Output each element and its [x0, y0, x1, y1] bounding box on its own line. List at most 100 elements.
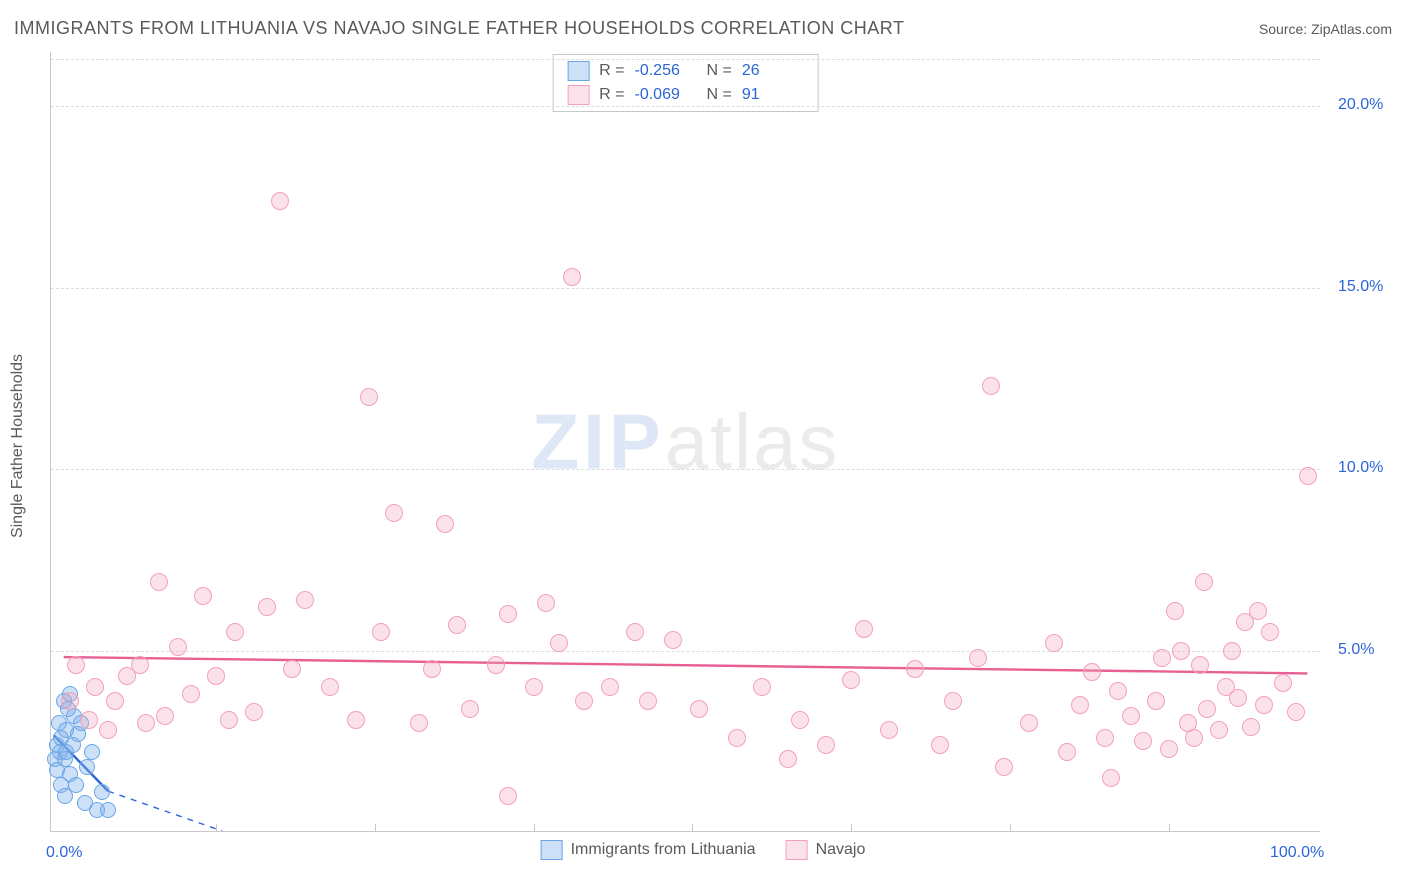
point-navajo	[1096, 729, 1114, 747]
gridline-v	[375, 824, 376, 832]
plot-area: ZIPatlas R = -0.256N = 26R = -0.069N = 9…	[50, 52, 1320, 832]
point-navajo	[906, 660, 924, 678]
legend-swatch-icon	[567, 85, 589, 105]
y-tick-label: 10.0%	[1338, 459, 1383, 477]
point-navajo	[360, 388, 378, 406]
x-tick-label: 0.0%	[46, 844, 82, 862]
gridline-h	[51, 288, 1320, 289]
point-navajo	[194, 587, 212, 605]
point-navajo	[423, 660, 441, 678]
trendline-navajo	[64, 657, 1308, 673]
point-navajo	[1223, 642, 1241, 660]
point-navajo	[969, 649, 987, 667]
point-navajo	[1071, 696, 1089, 714]
point-navajo	[1261, 623, 1279, 641]
legend-series: Immigrants from Lithuania Navajo	[541, 840, 866, 860]
source-attribution: Source: ZipAtlas.com	[1259, 21, 1392, 37]
watermark: ZIPatlas	[531, 396, 839, 487]
gridline-h	[51, 469, 1320, 470]
point-navajo	[817, 736, 835, 754]
point-navajo	[271, 192, 289, 210]
point-navajo	[1160, 740, 1178, 758]
point-navajo	[1299, 467, 1317, 485]
point-navajo	[226, 623, 244, 641]
point-navajo	[563, 268, 581, 286]
point-navajo	[1109, 682, 1127, 700]
point-navajo	[156, 707, 174, 725]
point-navajo	[150, 573, 168, 591]
gridline-h	[51, 106, 1320, 107]
point-navajo	[1166, 602, 1184, 620]
point-navajo	[664, 631, 682, 649]
point-navajo	[537, 594, 555, 612]
point-navajo	[842, 671, 860, 689]
point-navajo	[791, 711, 809, 729]
point-navajo	[207, 667, 225, 685]
trendline-projection	[108, 791, 222, 831]
point-navajo	[499, 605, 517, 623]
point-navajo	[296, 591, 314, 609]
point-navajo	[169, 638, 187, 656]
point-navajo	[931, 736, 949, 754]
legend-swatch-icon	[786, 840, 808, 860]
point-navajo	[385, 504, 403, 522]
point-navajo	[1172, 642, 1190, 660]
gridline-v	[534, 824, 535, 832]
legend-stats-lithuania: R = -0.256N = 26	[567, 59, 804, 83]
point-lithuania	[94, 784, 110, 800]
point-navajo	[99, 721, 117, 739]
point-navajo	[728, 729, 746, 747]
legend-swatch-icon	[541, 840, 563, 860]
point-navajo	[220, 711, 238, 729]
point-lithuania	[68, 777, 84, 793]
chart-title: IMMIGRANTS FROM LITHUANIA VS NAVAJO SING…	[14, 18, 904, 39]
point-navajo	[626, 623, 644, 641]
legend-n-value: 26	[742, 59, 804, 83]
point-navajo	[639, 692, 657, 710]
point-navajo	[448, 616, 466, 634]
point-navajo	[106, 692, 124, 710]
point-navajo	[855, 620, 873, 638]
y-tick-label: 5.0%	[1338, 641, 1374, 659]
legend-stats: R = -0.256N = 26R = -0.069N = 91	[552, 54, 819, 112]
point-navajo	[86, 678, 104, 696]
point-navajo	[1287, 703, 1305, 721]
y-axis-label: Single Father Households	[9, 354, 27, 538]
header: IMMIGRANTS FROM LITHUANIA VS NAVAJO SING…	[14, 18, 1392, 39]
point-navajo	[1147, 692, 1165, 710]
point-navajo	[1102, 769, 1120, 787]
legend-r-label: R =	[599, 83, 624, 107]
point-navajo	[499, 787, 517, 805]
point-navajo	[1255, 696, 1273, 714]
legend-n-label: N =	[707, 59, 732, 83]
point-lithuania	[79, 759, 95, 775]
point-navajo	[372, 623, 390, 641]
legend-item-navajo: Navajo	[786, 840, 866, 860]
point-navajo	[1191, 656, 1209, 674]
point-navajo	[1134, 732, 1152, 750]
y-tick-label: 15.0%	[1338, 278, 1383, 296]
legend-item-lithuania: Immigrants from Lithuania	[541, 840, 756, 860]
point-navajo	[1153, 649, 1171, 667]
point-navajo	[61, 692, 79, 710]
point-navajo	[1249, 602, 1267, 620]
point-navajo	[137, 714, 155, 732]
point-navajo	[283, 660, 301, 678]
point-navajo	[995, 758, 1013, 776]
point-navajo	[182, 685, 200, 703]
gridline-h	[51, 59, 1320, 60]
point-navajo	[525, 678, 543, 696]
point-navajo	[1020, 714, 1038, 732]
watermark-atlas: atlas	[665, 397, 840, 485]
point-navajo	[1185, 729, 1203, 747]
legend-r-value: -0.069	[635, 83, 697, 107]
point-navajo	[1122, 707, 1140, 725]
point-navajo	[410, 714, 428, 732]
gridline-v	[216, 824, 217, 832]
point-lithuania	[100, 802, 116, 818]
y-tick-label: 20.0%	[1338, 96, 1383, 114]
point-navajo	[880, 721, 898, 739]
point-navajo	[1058, 743, 1076, 761]
point-navajo	[982, 377, 1000, 395]
point-navajo	[67, 656, 85, 674]
